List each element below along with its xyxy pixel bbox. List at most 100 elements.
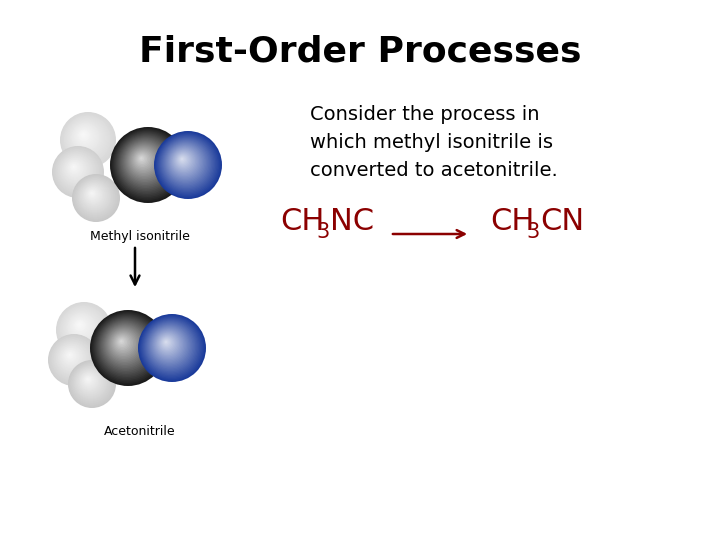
Circle shape	[72, 124, 99, 150]
Circle shape	[55, 148, 100, 194]
Circle shape	[78, 323, 80, 325]
Circle shape	[120, 340, 122, 343]
Circle shape	[65, 350, 76, 361]
Circle shape	[109, 329, 139, 359]
Circle shape	[66, 352, 73, 359]
Circle shape	[69, 121, 103, 154]
Circle shape	[118, 136, 174, 191]
Circle shape	[81, 372, 98, 389]
Circle shape	[176, 152, 192, 168]
Text: 3: 3	[526, 222, 539, 242]
Circle shape	[54, 148, 101, 195]
Circle shape	[67, 353, 73, 357]
Circle shape	[56, 341, 89, 374]
Circle shape	[63, 114, 113, 165]
Circle shape	[50, 335, 98, 384]
Circle shape	[163, 139, 210, 187]
Circle shape	[60, 346, 81, 367]
Circle shape	[150, 326, 189, 364]
Circle shape	[78, 129, 91, 142]
Circle shape	[71, 316, 91, 336]
Circle shape	[73, 364, 109, 401]
Circle shape	[64, 350, 76, 362]
Circle shape	[63, 309, 101, 347]
Circle shape	[66, 118, 107, 159]
Circle shape	[63, 115, 112, 164]
Circle shape	[158, 134, 217, 194]
Circle shape	[60, 153, 93, 186]
Circle shape	[70, 362, 113, 405]
Circle shape	[59, 305, 107, 354]
Circle shape	[127, 145, 161, 178]
Circle shape	[68, 360, 116, 408]
Circle shape	[154, 131, 222, 199]
Circle shape	[168, 145, 202, 179]
Circle shape	[161, 138, 211, 188]
Circle shape	[62, 156, 90, 183]
Circle shape	[89, 190, 96, 198]
Circle shape	[73, 166, 74, 167]
Circle shape	[141, 317, 202, 378]
Circle shape	[85, 187, 101, 202]
Circle shape	[66, 159, 84, 178]
Circle shape	[148, 324, 192, 367]
Circle shape	[84, 185, 103, 205]
Circle shape	[60, 306, 105, 351]
Circle shape	[48, 334, 100, 386]
Circle shape	[96, 316, 157, 377]
Circle shape	[53, 147, 103, 197]
Circle shape	[107, 327, 142, 362]
Circle shape	[66, 351, 74, 360]
Circle shape	[115, 132, 179, 195]
Circle shape	[55, 341, 90, 375]
Circle shape	[71, 165, 76, 170]
Circle shape	[57, 342, 88, 374]
Circle shape	[71, 362, 112, 404]
Circle shape	[108, 328, 140, 361]
Circle shape	[151, 327, 187, 363]
Circle shape	[79, 371, 100, 392]
Circle shape	[145, 321, 197, 373]
Circle shape	[73, 176, 118, 220]
Circle shape	[73, 125, 97, 149]
Circle shape	[64, 310, 100, 346]
Circle shape	[119, 339, 124, 344]
Circle shape	[90, 191, 94, 196]
Circle shape	[124, 140, 166, 184]
Circle shape	[61, 307, 104, 350]
Circle shape	[67, 119, 106, 158]
Circle shape	[153, 329, 184, 361]
Circle shape	[55, 340, 91, 376]
Circle shape	[171, 148, 197, 173]
Circle shape	[159, 335, 175, 351]
Circle shape	[87, 379, 89, 380]
Circle shape	[140, 157, 143, 160]
Circle shape	[57, 303, 111, 357]
Circle shape	[49, 335, 99, 385]
Circle shape	[60, 113, 115, 167]
Circle shape	[158, 334, 178, 354]
Circle shape	[116, 133, 177, 194]
Circle shape	[148, 323, 193, 369]
Circle shape	[73, 365, 109, 400]
Circle shape	[118, 338, 126, 346]
Circle shape	[71, 164, 78, 171]
Circle shape	[79, 131, 89, 140]
Circle shape	[177, 154, 189, 166]
Circle shape	[76, 127, 93, 144]
Text: CH: CH	[280, 207, 325, 236]
Circle shape	[125, 143, 163, 180]
Circle shape	[165, 142, 206, 183]
Text: CH: CH	[490, 207, 534, 236]
Circle shape	[73, 318, 88, 333]
Circle shape	[160, 137, 214, 191]
Circle shape	[58, 152, 95, 188]
Circle shape	[167, 144, 203, 180]
Circle shape	[73, 319, 86, 332]
Circle shape	[137, 154, 147, 164]
Circle shape	[76, 178, 114, 216]
Circle shape	[52, 338, 95, 381]
Circle shape	[76, 178, 113, 215]
Circle shape	[64, 158, 86, 180]
Circle shape	[120, 136, 173, 190]
